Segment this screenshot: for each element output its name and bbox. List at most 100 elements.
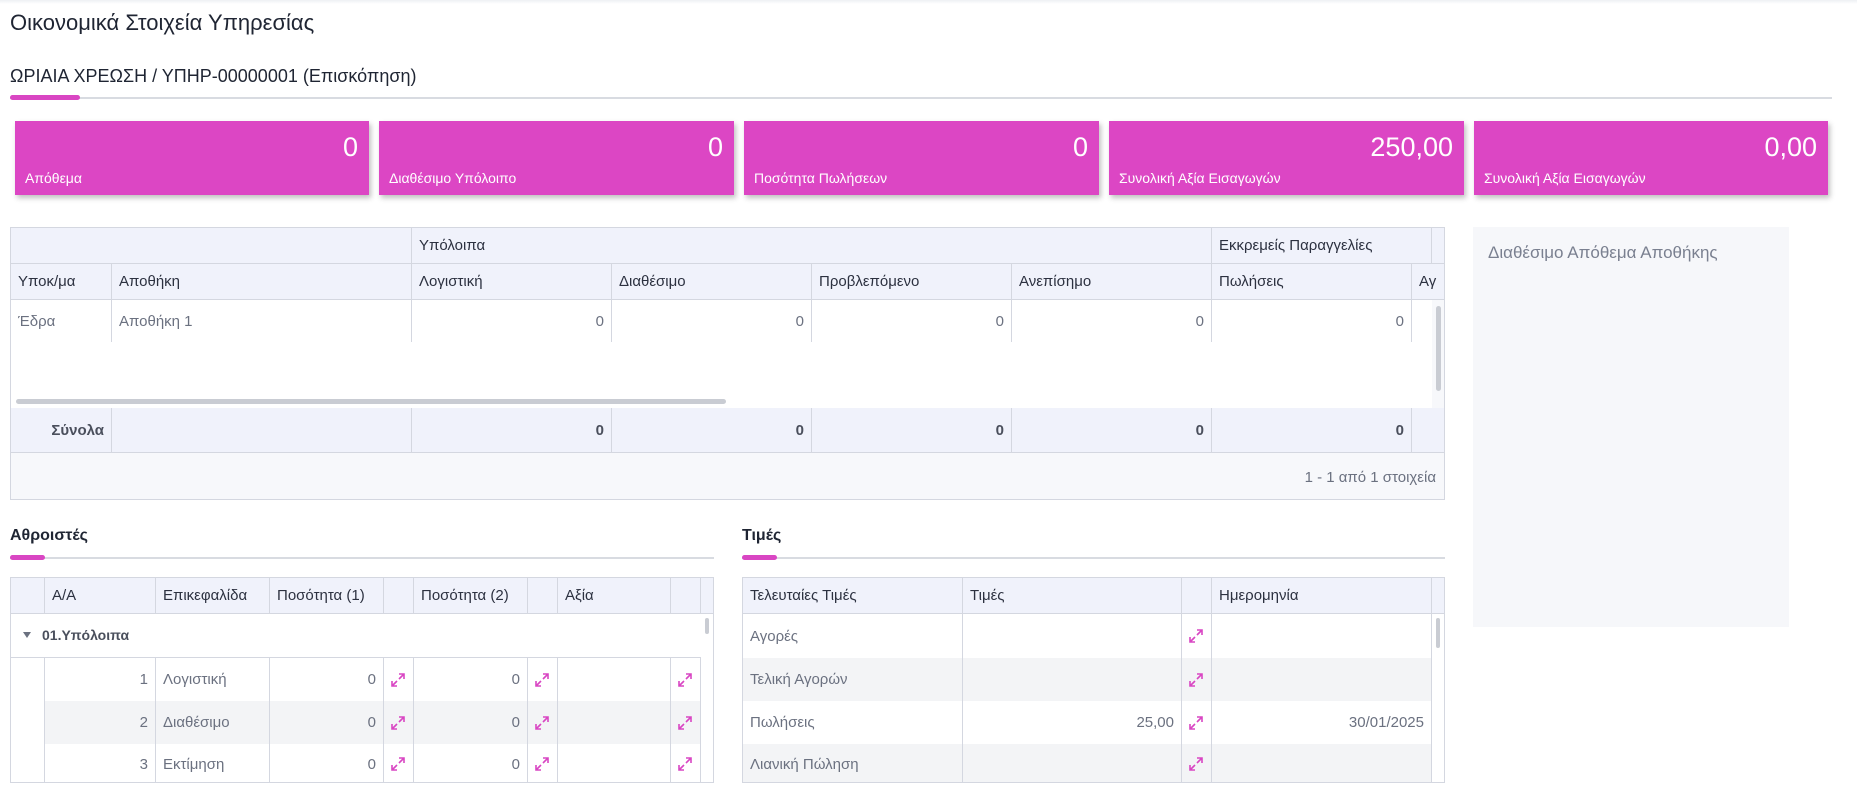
expand-arrows-icon xyxy=(1189,757,1203,771)
column-header-heading[interactable]: Επικεφαλίδα xyxy=(156,578,270,614)
cell-price xyxy=(963,744,1182,782)
expand-qty2-button[interactable] xyxy=(528,744,558,782)
column-header-qty1[interactable]: Ποσότητα (1) xyxy=(270,578,384,614)
cell-price-type: Τελική Αγορών xyxy=(743,658,963,701)
cell-qty2: 0 xyxy=(414,658,528,701)
expand-qty2-button[interactable] xyxy=(528,658,558,701)
column-header-value[interactable]: Αξία xyxy=(558,578,671,614)
record-title: ΩΡΙΑΙΑ ΧΡΕΩΣΗ / ΥΠΗΡ-00000001 (Επισκόπησ… xyxy=(10,66,417,86)
row-indent xyxy=(11,658,45,782)
expand-arrows-icon xyxy=(535,672,549,687)
expand-price-button[interactable] xyxy=(1182,701,1212,744)
available-stock-panel-title: Διαθέσιμο Απόθεμα Αποθήκης xyxy=(1488,243,1718,262)
kpi-card-imports-value: 250,00 Συνολική Αξία Εισαγωγών xyxy=(1109,121,1464,195)
cell-no: 3 xyxy=(45,744,156,782)
expand-price-button[interactable] xyxy=(1182,744,1212,782)
kpi-card-imports-value-2: 0,00 Συνολική Αξία Εισαγωγών xyxy=(1474,121,1828,195)
totals-empty xyxy=(1412,408,1444,453)
cell-price xyxy=(963,658,1182,701)
expand-price-button[interactable] xyxy=(1182,614,1212,658)
column-header-sales[interactable]: Πωλήσεις xyxy=(1212,264,1412,300)
vertical-scrollbar[interactable] xyxy=(1436,618,1440,648)
expand-arrows-icon xyxy=(1189,629,1203,643)
kpi-label: Συνολική Αξία Εισαγωγών xyxy=(1484,170,1646,186)
column-header-branch[interactable]: Υποκ/μα xyxy=(11,264,112,300)
group-label: 01.Υπόλοιπα xyxy=(42,627,130,643)
cell-date xyxy=(1212,658,1432,701)
column-header-unofficial[interactable]: Ανεπίσημο xyxy=(1012,264,1212,300)
expand-qty1-button[interactable] xyxy=(384,744,414,782)
record-title-divider xyxy=(10,97,1832,99)
column-header-date[interactable]: Ημερομηνία xyxy=(1212,578,1432,614)
expand-arrows-icon xyxy=(535,757,549,771)
expand-arrows-icon xyxy=(678,672,692,687)
expand-qty1-button[interactable] xyxy=(384,658,414,701)
stock-grid: Υπόλοιπα Εκκρεμείς Παραγγελίες Υποκ/μα Α… xyxy=(10,227,1445,500)
grid-pager-info: 1 - 1 από 1 στοιχεία xyxy=(1304,468,1436,486)
column-header-available[interactable]: Διαθέσιμο xyxy=(612,264,812,300)
expand-value-button[interactable] xyxy=(671,658,701,701)
collapse-triangle-icon[interactable] xyxy=(23,632,31,638)
column-header-blank xyxy=(528,578,558,614)
expand-arrows-icon xyxy=(678,757,692,771)
column-header-no[interactable]: Α/Α xyxy=(45,578,156,614)
kpi-card-available-balance: 0 Διαθέσιμο Υπόλοιπο xyxy=(379,121,734,195)
column-header-truncated[interactable]: Αγ xyxy=(1412,264,1444,300)
column-header-warehouse[interactable]: Αποθήκη xyxy=(112,264,412,300)
totals-available: 0 xyxy=(612,408,812,453)
cell-price-type: Λιανική Πώληση xyxy=(743,744,963,782)
column-header-projected[interactable]: Προβλεπόμενο xyxy=(812,264,1012,300)
grid-body xyxy=(11,300,1432,408)
vertical-scrollbar[interactable] xyxy=(705,618,709,634)
cell-sales: 0 xyxy=(1212,300,1412,342)
totals-sales: 0 xyxy=(1212,408,1412,453)
table-row xyxy=(45,744,701,782)
kpi-label: Ποσότητα Πωλήσεων xyxy=(754,170,888,186)
vertical-scrollbar[interactable] xyxy=(1436,306,1441,391)
counters-title: Αθροιστές xyxy=(10,527,88,544)
column-header-qty2[interactable]: Ποσότητα (2) xyxy=(414,578,528,614)
kpi-label: Διαθέσιμο Υπόλοιπο xyxy=(389,170,517,186)
expand-qty2-button[interactable] xyxy=(528,701,558,744)
horizontal-scrollbar[interactable] xyxy=(16,399,726,404)
cell-no: 1 xyxy=(45,658,156,701)
expand-arrows-icon xyxy=(535,715,549,730)
expand-value-button[interactable] xyxy=(671,701,701,744)
cell-value xyxy=(558,744,671,782)
totals-projected: 0 xyxy=(812,408,1012,453)
group-header-balances: Υπόλοιπα xyxy=(412,228,1212,264)
cell-price-type: Αγορές xyxy=(743,614,963,658)
page-title: Οικονομικά Στοιχεία Υπηρεσίας xyxy=(10,10,315,35)
prices-accent xyxy=(742,555,777,560)
expand-arrows-icon xyxy=(391,672,405,687)
expand-price-button[interactable] xyxy=(1182,658,1212,701)
cell-date: 30/01/2025 xyxy=(1212,701,1432,744)
expand-value-button[interactable] xyxy=(671,744,701,782)
group-row[interactable]: 01.Υπόλοιπα xyxy=(11,614,701,658)
prices-divider xyxy=(742,557,1445,559)
cell-accounting: 0 xyxy=(412,300,612,342)
cell-qty1: 0 xyxy=(270,744,384,782)
cell-heading: Λογιστική xyxy=(156,658,270,701)
prices-grid: Τελευταίες Τιμές Τιμές Ημερομηνία Αγορές… xyxy=(742,577,1445,783)
table-row xyxy=(743,701,1432,744)
expand-qty1-button[interactable] xyxy=(384,701,414,744)
column-header-prices[interactable]: Τιμές xyxy=(963,578,1182,614)
available-stock-panel: Διαθέσιμο Απόθεμα Αποθήκης xyxy=(1473,227,1789,627)
column-header-blank xyxy=(384,578,414,614)
cell-price-type: Πωλήσεις xyxy=(743,701,963,744)
counters-divider xyxy=(10,557,714,559)
cell-value xyxy=(558,701,671,744)
cell-value xyxy=(558,658,671,701)
totals-accounting: 0 xyxy=(412,408,612,453)
totals-unofficial: 0 xyxy=(1012,408,1212,453)
column-header-blank xyxy=(671,578,701,614)
column-header-last-prices[interactable]: Τελευταίες Τιμές xyxy=(743,578,963,614)
kpi-value: 0 xyxy=(1072,132,1088,162)
prices-title: Τιμές xyxy=(742,527,782,544)
table-row xyxy=(743,744,1432,782)
record-title-accent xyxy=(10,95,80,100)
cell-date xyxy=(1212,614,1432,658)
column-header-accounting[interactable]: Λογιστική xyxy=(412,264,612,300)
expand-arrows-icon xyxy=(391,757,405,771)
